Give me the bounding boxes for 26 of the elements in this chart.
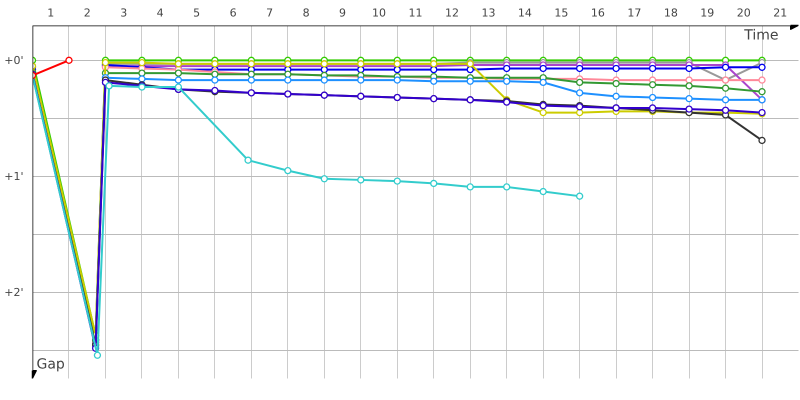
x-tick-label: 16 bbox=[590, 6, 605, 20]
x-tick-label: 11 bbox=[408, 6, 422, 20]
x-tick-label: 8 bbox=[302, 6, 310, 20]
x-tick-label: 3 bbox=[120, 6, 128, 20]
x-tick-label: 15 bbox=[554, 6, 568, 20]
x-tick-label: 17 bbox=[627, 6, 642, 20]
x-axis-title: Time bbox=[743, 28, 779, 44]
x-tick-label: 7 bbox=[266, 6, 274, 20]
x-tick-label: 12 bbox=[444, 6, 459, 20]
x-tick-label: 6 bbox=[230, 6, 237, 20]
y-tick-label: +1' bbox=[4, 170, 24, 183]
x-tick-label: 20 bbox=[736, 6, 751, 20]
x-tick-label: 4 bbox=[156, 6, 164, 20]
x-tick-label: 18 bbox=[664, 6, 678, 20]
x-tick-label: 1 bbox=[47, 6, 54, 20]
x-tick-label: 9 bbox=[339, 6, 346, 20]
x-tick-label: 10 bbox=[372, 6, 386, 20]
x-tick-label: 13 bbox=[481, 6, 496, 20]
x-tick-label: 14 bbox=[518, 6, 532, 20]
y-tick-label: +0' bbox=[4, 54, 24, 67]
x-tick-label: 2 bbox=[84, 6, 91, 20]
x-tick-label: 5 bbox=[193, 6, 200, 20]
x-tick-label: 19 bbox=[700, 6, 714, 20]
y-axis-title: Gap bbox=[36, 356, 65, 372]
y-tick-label: +2' bbox=[4, 286, 24, 300]
x-tick-label: 21 bbox=[773, 6, 788, 20]
